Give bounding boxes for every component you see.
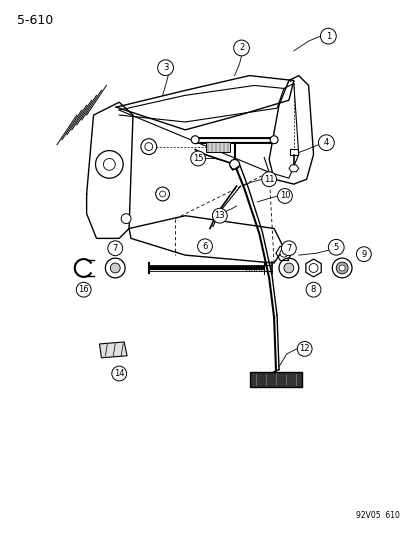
Text: 5: 5 <box>333 243 338 252</box>
Circle shape <box>279 249 287 257</box>
Text: 2: 2 <box>238 44 244 52</box>
Circle shape <box>105 258 125 278</box>
Text: 1: 1 <box>325 31 330 41</box>
Circle shape <box>95 151 123 178</box>
Circle shape <box>108 241 122 256</box>
Circle shape <box>229 159 239 169</box>
Text: 12: 12 <box>299 344 309 353</box>
Text: 9: 9 <box>361 249 366 259</box>
Circle shape <box>270 136 278 144</box>
Circle shape <box>281 241 296 256</box>
Text: 16: 16 <box>78 285 89 294</box>
Circle shape <box>261 172 276 187</box>
Text: 92V05  610: 92V05 610 <box>355 511 399 520</box>
Text: 14: 14 <box>114 369 124 378</box>
FancyBboxPatch shape <box>206 142 229 151</box>
FancyBboxPatch shape <box>250 372 301 387</box>
Circle shape <box>112 366 126 381</box>
Circle shape <box>110 263 120 273</box>
Circle shape <box>121 214 131 223</box>
Circle shape <box>157 60 173 76</box>
Circle shape <box>197 239 212 254</box>
Polygon shape <box>288 165 298 172</box>
Circle shape <box>297 342 311 356</box>
Circle shape <box>140 139 156 155</box>
Circle shape <box>328 239 343 255</box>
Circle shape <box>356 247 370 262</box>
Circle shape <box>190 151 205 166</box>
Circle shape <box>335 262 347 274</box>
Circle shape <box>155 187 169 201</box>
Circle shape <box>305 282 320 297</box>
Text: 7: 7 <box>112 244 118 253</box>
Circle shape <box>212 208 227 223</box>
Circle shape <box>283 263 293 273</box>
Circle shape <box>338 265 344 271</box>
Circle shape <box>318 135 333 151</box>
Text: 6: 6 <box>202 242 207 251</box>
Polygon shape <box>99 342 127 358</box>
Text: 7: 7 <box>285 244 291 253</box>
Text: 8: 8 <box>310 285 316 294</box>
Circle shape <box>278 258 298 278</box>
Text: 13: 13 <box>214 211 225 220</box>
Text: 5-610: 5-610 <box>17 14 53 27</box>
Circle shape <box>320 28 335 44</box>
Circle shape <box>277 189 292 204</box>
Circle shape <box>233 40 249 56</box>
Text: 10: 10 <box>279 191 290 200</box>
Text: 4: 4 <box>323 138 328 147</box>
Text: 11: 11 <box>263 175 274 184</box>
Circle shape <box>76 282 91 297</box>
Text: 3: 3 <box>162 63 168 72</box>
Polygon shape <box>305 259 320 277</box>
Circle shape <box>332 258 351 278</box>
Text: 15: 15 <box>192 154 203 163</box>
Circle shape <box>191 136 199 144</box>
